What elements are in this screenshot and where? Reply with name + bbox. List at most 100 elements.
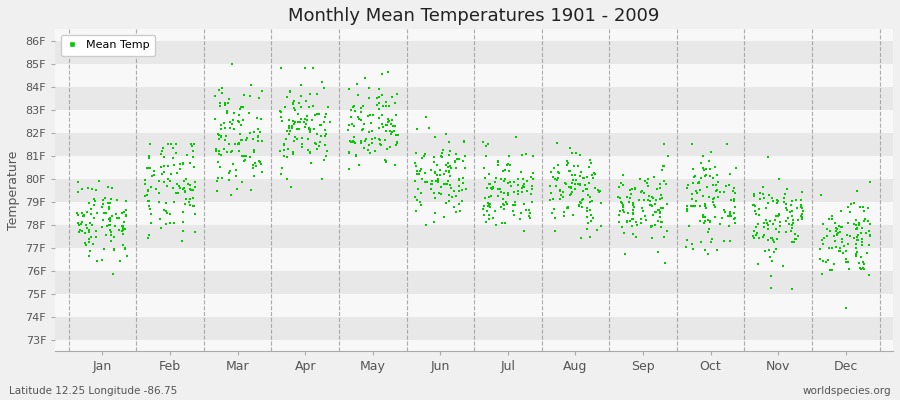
Point <box>282 117 296 124</box>
Point <box>724 238 738 244</box>
Point <box>644 223 659 229</box>
Point <box>479 153 493 160</box>
Point <box>764 284 778 291</box>
Point <box>348 152 363 158</box>
Point <box>616 200 630 206</box>
Point <box>424 181 438 187</box>
Point <box>176 237 190 244</box>
Point <box>832 248 847 254</box>
Point <box>479 219 493 226</box>
Point <box>382 128 397 134</box>
Point <box>785 213 799 219</box>
Point <box>390 139 404 146</box>
Point <box>582 234 597 240</box>
Point <box>572 163 586 169</box>
Point <box>319 142 333 148</box>
Point <box>831 230 845 236</box>
Point <box>841 220 855 226</box>
Point <box>292 119 307 125</box>
Point <box>746 228 760 234</box>
Point <box>584 160 598 166</box>
Point <box>444 185 458 191</box>
Point <box>694 160 708 167</box>
Point <box>286 118 301 124</box>
Point <box>764 273 778 279</box>
Point <box>212 132 226 139</box>
Point <box>280 154 294 160</box>
Point <box>104 221 118 228</box>
Point <box>218 102 232 108</box>
Point <box>302 126 317 132</box>
Point <box>648 222 662 228</box>
Point <box>651 207 665 213</box>
Point <box>346 103 361 110</box>
Point <box>104 238 119 244</box>
Point <box>830 231 844 237</box>
Point <box>752 196 767 202</box>
Point <box>508 202 522 208</box>
Point <box>209 146 223 152</box>
Point <box>580 208 594 214</box>
Point <box>417 153 431 159</box>
Point <box>634 189 648 195</box>
Point <box>784 202 798 208</box>
Point <box>421 124 436 131</box>
Point <box>482 212 496 219</box>
Point <box>274 113 288 120</box>
Point <box>179 152 194 158</box>
Point <box>443 173 457 180</box>
Bar <box>55 179 893 202</box>
Point <box>183 202 197 209</box>
Point <box>723 211 737 218</box>
Point <box>413 190 428 196</box>
Point <box>288 107 302 114</box>
Point <box>488 208 502 214</box>
Point <box>211 175 225 181</box>
Point <box>652 207 667 214</box>
Point <box>247 129 261 135</box>
Point <box>622 199 636 206</box>
Point <box>101 184 115 190</box>
Point <box>148 186 163 192</box>
Point <box>100 223 114 229</box>
Point <box>689 190 704 196</box>
Point <box>706 175 720 181</box>
Point <box>815 271 830 277</box>
Point <box>176 219 191 226</box>
Point <box>220 100 235 106</box>
Point <box>553 196 567 202</box>
Point <box>507 212 521 218</box>
Point <box>853 204 868 210</box>
Point <box>164 170 178 177</box>
Point <box>83 220 97 226</box>
Point <box>616 207 631 213</box>
Point <box>355 126 369 133</box>
Point <box>856 258 870 265</box>
Point <box>169 150 184 157</box>
Point <box>248 147 262 154</box>
Point <box>499 198 513 205</box>
Point <box>81 239 95 245</box>
Point <box>185 187 200 193</box>
Point <box>680 206 694 212</box>
Point <box>756 234 770 240</box>
Point <box>220 110 234 116</box>
Point <box>634 176 648 182</box>
Point <box>834 207 849 214</box>
Point <box>390 140 404 146</box>
Bar <box>55 110 893 133</box>
Point <box>856 265 870 271</box>
Point <box>157 169 171 176</box>
Point <box>318 113 332 120</box>
Point <box>518 184 532 190</box>
Point <box>418 170 432 176</box>
Point <box>237 92 251 98</box>
Point <box>706 202 721 208</box>
Point <box>823 244 837 251</box>
Point <box>525 191 539 197</box>
Point <box>718 182 733 189</box>
Point <box>680 208 694 214</box>
Point <box>558 181 572 188</box>
Point <box>82 200 96 206</box>
Point <box>350 114 365 120</box>
